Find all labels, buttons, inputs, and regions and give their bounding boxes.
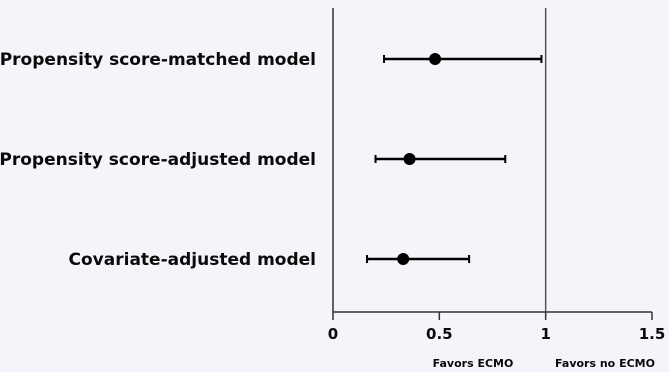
point-estimate xyxy=(403,153,416,165)
row-label: Propensity score-adjusted model xyxy=(0,150,316,170)
favors-no-ecmo-label: Favors no ECMO xyxy=(555,357,655,370)
x-tick-label: 0.5 xyxy=(426,325,453,343)
x-tick-label: 1.5 xyxy=(639,325,666,343)
point-estimate xyxy=(397,253,410,265)
point-estimate xyxy=(429,53,442,65)
x-tick-label: 0 xyxy=(328,325,338,343)
row-label: Covariate-adjusted model xyxy=(69,250,316,270)
row-label: Propensity score-matched model xyxy=(0,50,316,70)
favors-ecmo-label: Favors ECMO xyxy=(433,357,514,370)
x-tick-label: 1 xyxy=(540,325,550,343)
